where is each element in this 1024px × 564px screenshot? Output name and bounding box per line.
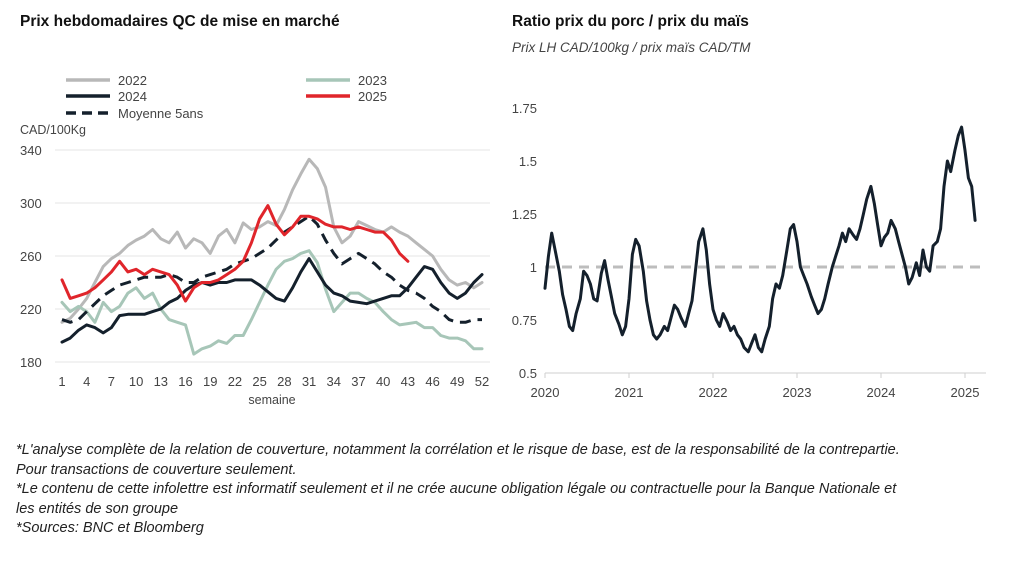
x-tick-label: 49 <box>450 374 464 389</box>
x-tick-label: 4 <box>83 374 90 389</box>
right-chart-subtitle: Prix LH CAD/100kg / prix maïs CAD/TM <box>512 40 751 55</box>
left-chart-title: Prix hebdomadaires QC de mise en marché <box>20 13 340 30</box>
footnote-disclaimer: *Le contenu de cette infolettre est info… <box>16 481 897 517</box>
y-axis-label: CAD/100Kg <box>20 123 86 137</box>
y-tick-label: 300 <box>20 196 42 211</box>
ratio-series-line <box>543 125 977 354</box>
footnote-hedging: *L'analyse complète de la relation de co… <box>16 442 900 478</box>
y-tick-label: 1.5 <box>519 154 537 169</box>
x-tick-label: 40 <box>376 374 390 389</box>
x-tick-label: 52 <box>475 374 489 389</box>
series-line-2024 <box>60 257 484 344</box>
series-line-2025 <box>60 204 410 303</box>
x-tick-label: 19 <box>203 374 217 389</box>
x-tick-label: 43 <box>401 374 415 389</box>
legend-label: 2024 <box>118 89 147 104</box>
x-tick-label: 2025 <box>951 385 980 400</box>
right-chart-title: Ratio prix du porc / prix du maïs <box>512 13 749 30</box>
legend-label: 2023 <box>358 73 387 88</box>
x-tick-label: 1 <box>58 374 65 389</box>
x-tick-label: 37 <box>351 374 365 389</box>
y-tick-label: 220 <box>20 302 42 317</box>
y-tick-label: 260 <box>20 249 42 264</box>
series-line-2022 <box>60 157 484 324</box>
footnote-sources: *Sources: BNC et Bloomberg <box>16 520 204 536</box>
y-tick-label: 340 <box>20 143 42 158</box>
y-tick-label: 0.75 <box>512 313 537 328</box>
x-tick-label: 16 <box>178 374 192 389</box>
x-tick-label: 7 <box>108 374 115 389</box>
x-tick-label: 2021 <box>615 385 644 400</box>
y-tick-label: 1 <box>530 260 537 275</box>
series-line-moyenne-5ans <box>61 214 482 324</box>
x-tick-label: 2020 <box>531 385 560 400</box>
footnotes: *L'analyse complète de la relation de co… <box>16 441 916 539</box>
y-tick-label: 1.25 <box>512 207 537 222</box>
x-tick-label: 13 <box>154 374 168 389</box>
y-tick-label: 180 <box>20 355 42 370</box>
x-tick-label: 22 <box>228 374 242 389</box>
x-tick-label: 10 <box>129 374 143 389</box>
y-tick-label: 1.75 <box>512 101 537 116</box>
weekly-prices-chart: 180 220 260 300 340 1 4 7 10 13 16 19 22 25 28 31 34 37 40… <box>20 73 490 407</box>
legend-label: 2022 <box>118 73 147 88</box>
x-tick-label: 2023 <box>783 385 812 400</box>
x-tick-label: 25 <box>252 374 266 389</box>
ratio-chart: 0.5 0.75 1 1.25 1.5 1.75 2020 2021 2022 2023 2024 2… <box>512 101 986 400</box>
series-line-2023 <box>60 249 484 356</box>
legend-label: 2025 <box>358 89 387 104</box>
x-tick-label: 2022 <box>699 385 728 400</box>
x-tick-label: 34 <box>327 374 341 389</box>
x-tick-label: 28 <box>277 374 291 389</box>
x-tick-label: 31 <box>302 374 316 389</box>
x-axis-label: semaine <box>248 393 295 407</box>
legend-label: Moyenne 5ans <box>118 106 204 121</box>
x-tick-label: 46 <box>425 374 439 389</box>
y-tick-label: 0.5 <box>519 366 537 381</box>
x-tick-label: 2024 <box>867 385 896 400</box>
